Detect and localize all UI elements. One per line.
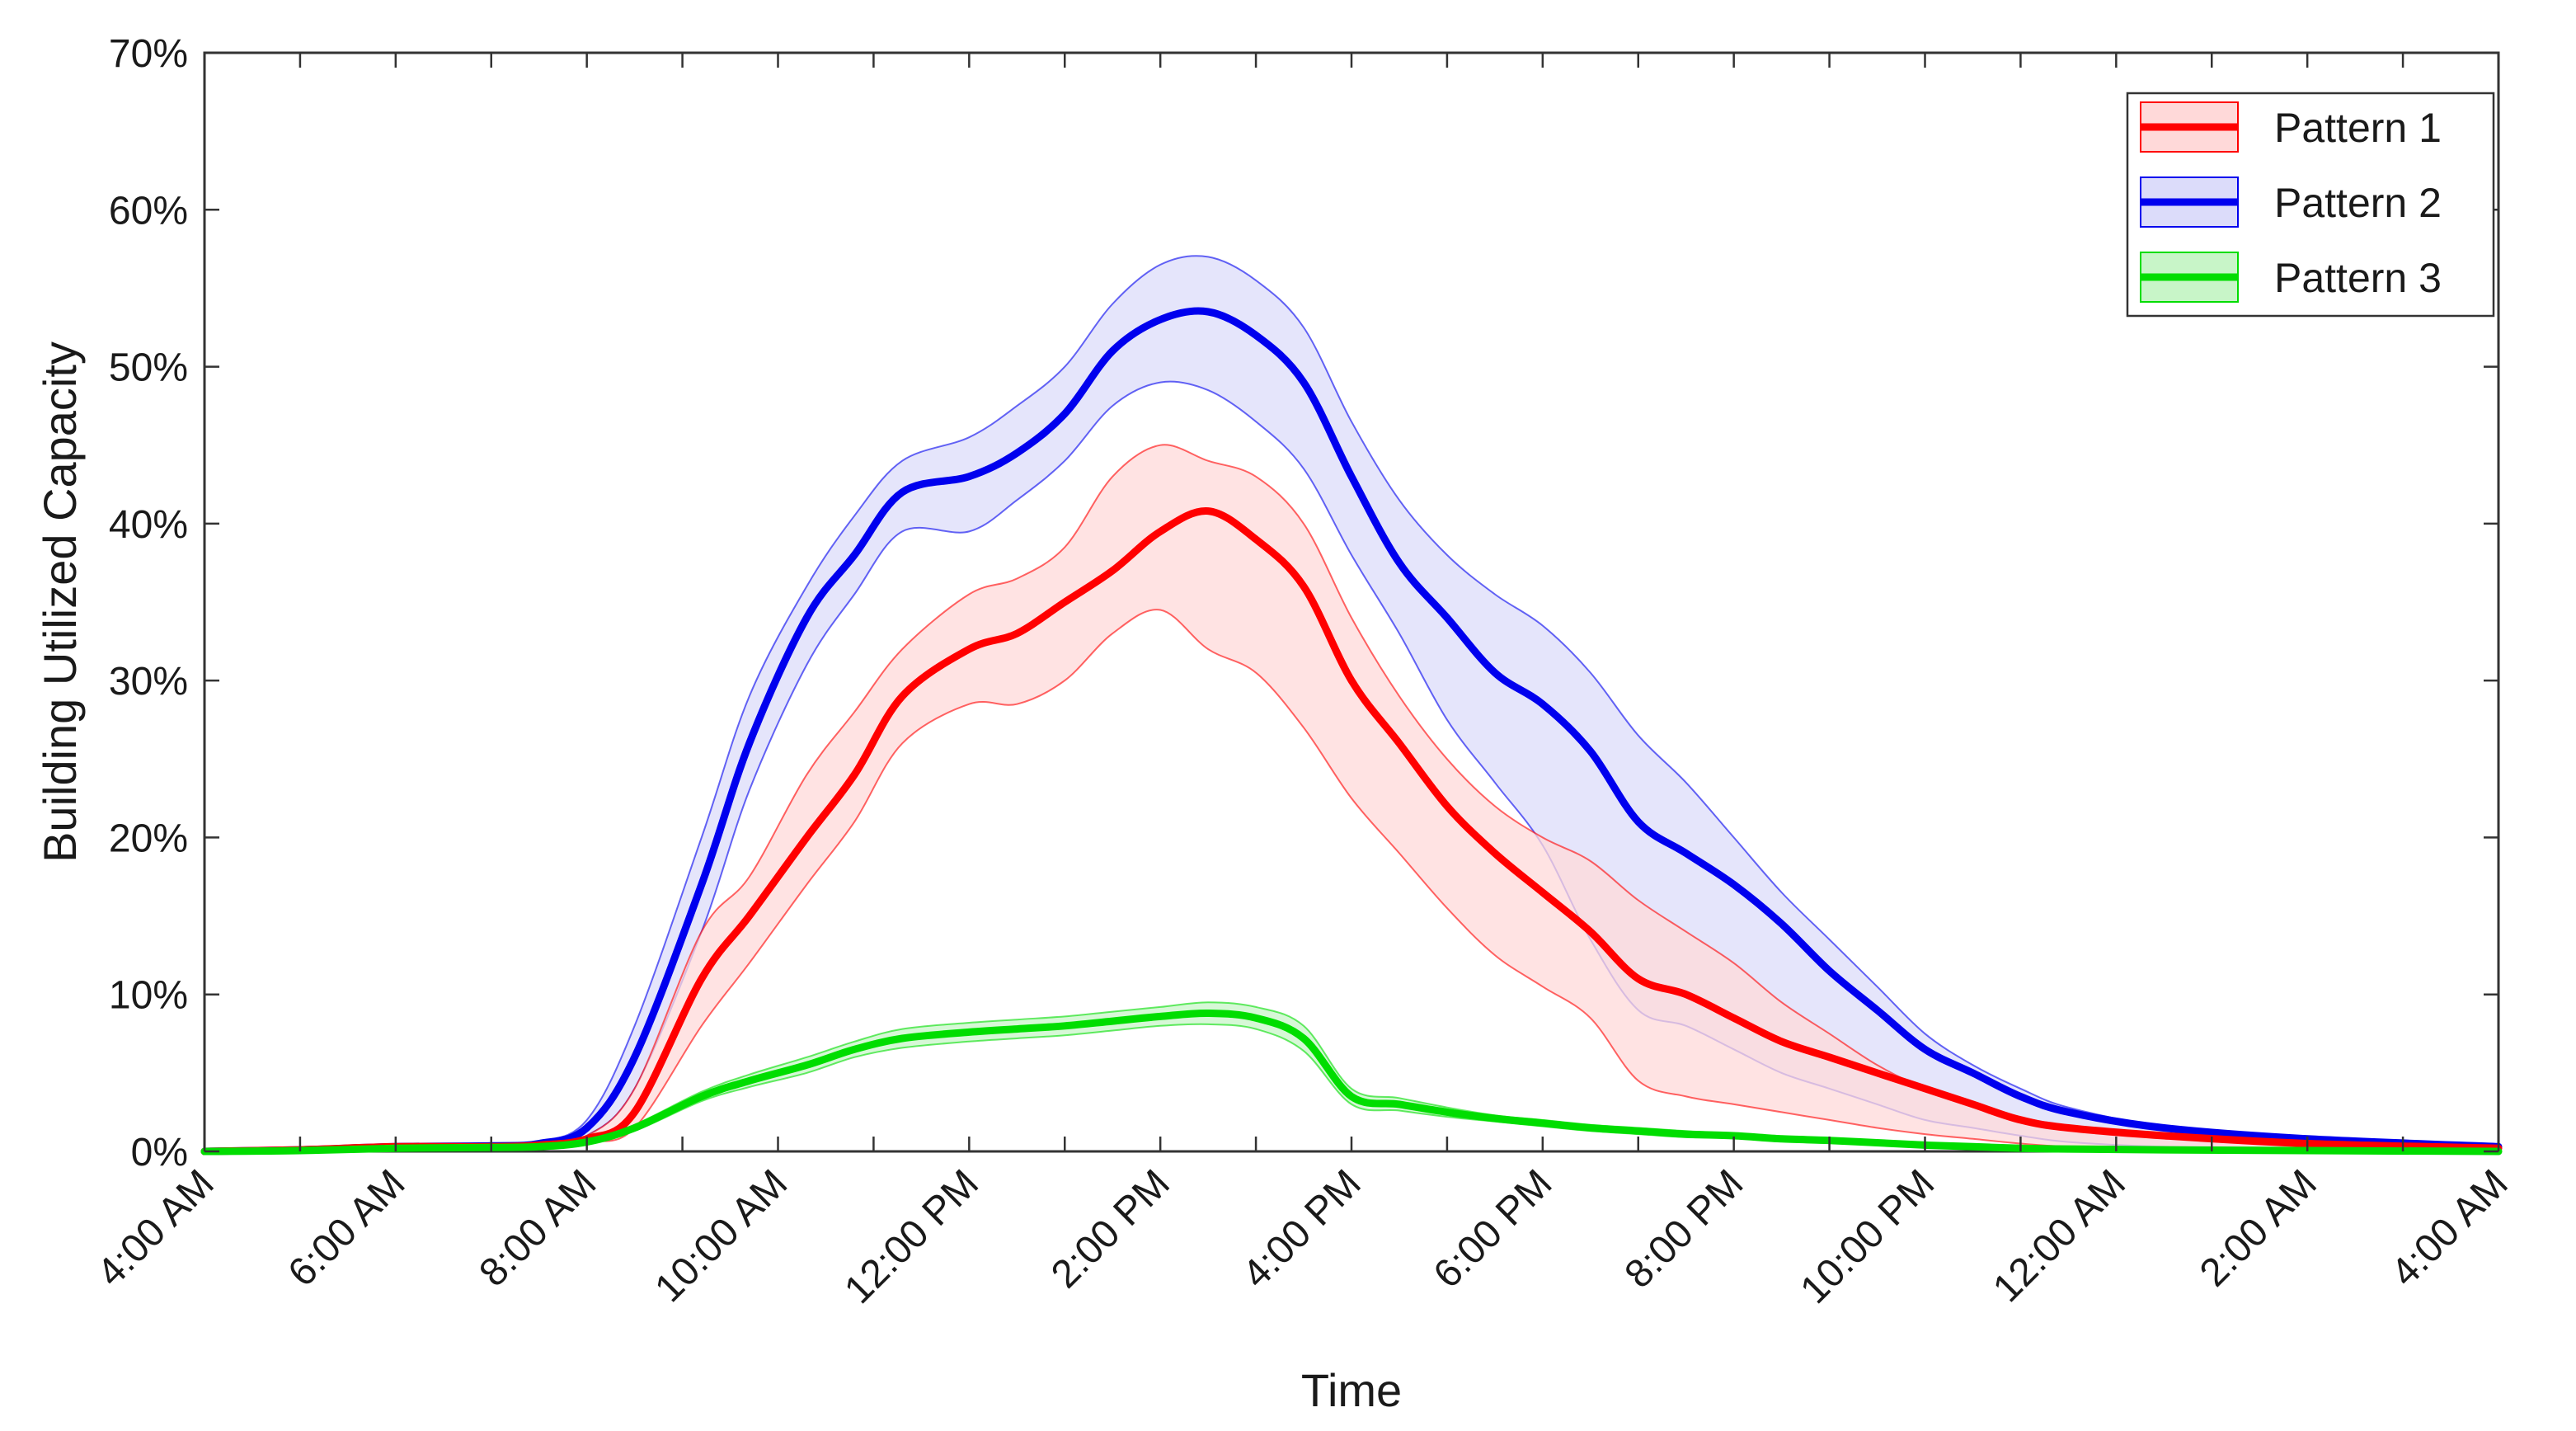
y-tick-label: 40% (109, 503, 188, 547)
x-tick-label: 12:00 AM (1985, 1161, 2134, 1311)
y-tick-labels: 0% 10% 20% 30% 40% 50% 60% 70% (109, 32, 188, 1174)
band-upper-pattern-2 (204, 255, 2499, 1151)
legend-label-pattern-1: Pattern 1 (2274, 105, 2442, 151)
y-tick-label: 20% (109, 817, 188, 860)
line-pattern-3 (200, 1009, 2503, 1156)
x-tick-label: 10:00 AM (646, 1161, 796, 1311)
x-tick-label: 4:00 AM (89, 1161, 223, 1295)
x-tick-label: 10:00 PM (1793, 1161, 1944, 1312)
band-lower-pattern-1 (204, 609, 2499, 1152)
x-tick-label: 12:00 PM (836, 1161, 987, 1312)
x-tick-label: 2:00 PM (1043, 1161, 1178, 1297)
x-tick-label: 4:00 PM (1234, 1161, 1370, 1297)
x-tick-label: 8:00 PM (1617, 1161, 1752, 1297)
legend-label-pattern-2: Pattern 2 (2274, 180, 2442, 226)
x-axis-title: Time (1301, 1364, 1402, 1416)
y-tick-label: 70% (109, 32, 188, 76)
x-tick-label: 6:00 PM (1426, 1161, 1561, 1297)
legend: Pattern 1 Pattern 2 Pattern 3 (2126, 92, 2495, 318)
y-tick-label: 10% (109, 974, 188, 1018)
y-tick-label: 50% (109, 346, 188, 390)
x-tick-label: 4:00 AM (2383, 1161, 2517, 1295)
y-tick-label: 60% (109, 189, 188, 233)
axis-ticks (203, 51, 2500, 1153)
y-tick-label: 0% (131, 1131, 188, 1174)
line-pattern-2 (200, 307, 2503, 1156)
series-lines (200, 307, 2503, 1156)
plot-frame (203, 51, 2500, 1153)
line-pattern-1 (200, 507, 2503, 1156)
x-tick-label: 6:00 AM (280, 1161, 414, 1295)
x-tick-label: 2:00 AM (2192, 1161, 2325, 1295)
x-tick-labels: 4:00 AM 6:00 AM 8:00 AM 10:00 AM 12:00 PM 2:0… (89, 1161, 2517, 1312)
legend-label-pattern-3: Pattern 3 (2274, 255, 2442, 301)
band-pattern-2 (204, 256, 2498, 1151)
y-axis-title: Building Utilized Capacity (34, 341, 86, 863)
x-tick-label: 8:00 AM (471, 1161, 604, 1295)
y-tick-label: 30% (109, 660, 188, 704)
